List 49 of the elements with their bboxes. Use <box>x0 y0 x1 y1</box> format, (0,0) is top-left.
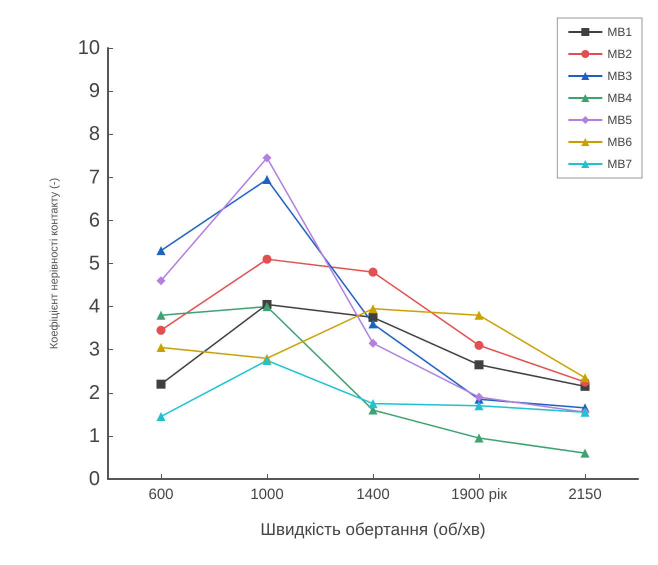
legend-label: MB7 <box>607 157 632 171</box>
legend-label: MB3 <box>607 69 632 83</box>
point <box>580 448 590 458</box>
point <box>580 373 590 382</box>
y-tick-label: 9 <box>88 80 100 102</box>
point <box>474 360 484 370</box>
point <box>368 399 378 408</box>
y-tick-label: 8 <box>88 123 100 146</box>
point <box>156 246 166 256</box>
point <box>368 312 378 322</box>
point <box>368 304 378 314</box>
legend-label: MB1 <box>607 25 632 39</box>
point <box>262 302 272 312</box>
x-tick-label: 2150 <box>568 486 602 503</box>
point <box>156 412 166 422</box>
point <box>156 380 166 389</box>
legend-label: MB2 <box>607 47 632 61</box>
point <box>368 268 378 277</box>
x-tick-label: 1900 рік <box>451 486 508 503</box>
legend-label: MB4 <box>607 91 632 105</box>
y-tick-label: 7 <box>88 166 100 188</box>
legend-label: MB5 <box>607 113 632 127</box>
point <box>474 340 484 350</box>
y-tick-label: 6 <box>88 209 100 232</box>
x-tick-label: 600 <box>148 486 174 503</box>
point <box>262 174 272 184</box>
point <box>156 326 166 335</box>
y-axis-title: Коефіцієнт нерівності контакту (-) <box>48 178 60 350</box>
legend-label: MB6 <box>607 135 632 149</box>
y-tick-label: 3 <box>88 338 100 361</box>
y-tick-label: 1 <box>88 424 100 447</box>
point <box>156 276 166 286</box>
point <box>368 338 378 348</box>
x-axis-title: Швидкість обертання (об/хв) <box>260 520 486 539</box>
point <box>474 434 484 443</box>
x-tick-label: 1400 <box>356 486 390 503</box>
point <box>262 254 272 264</box>
y-tick-label: 5 <box>88 252 100 274</box>
point <box>156 310 166 320</box>
point <box>474 310 484 320</box>
y-tick-label: 2 <box>88 382 100 404</box>
point <box>368 319 378 328</box>
point <box>262 153 272 162</box>
point <box>474 401 484 410</box>
y-tick-label: 0 <box>88 468 100 490</box>
y-tick-label: 10 <box>78 37 100 59</box>
y-tick-label: 4 <box>88 296 100 318</box>
x-tick-label: 1000 <box>250 486 284 503</box>
point <box>156 343 166 352</box>
